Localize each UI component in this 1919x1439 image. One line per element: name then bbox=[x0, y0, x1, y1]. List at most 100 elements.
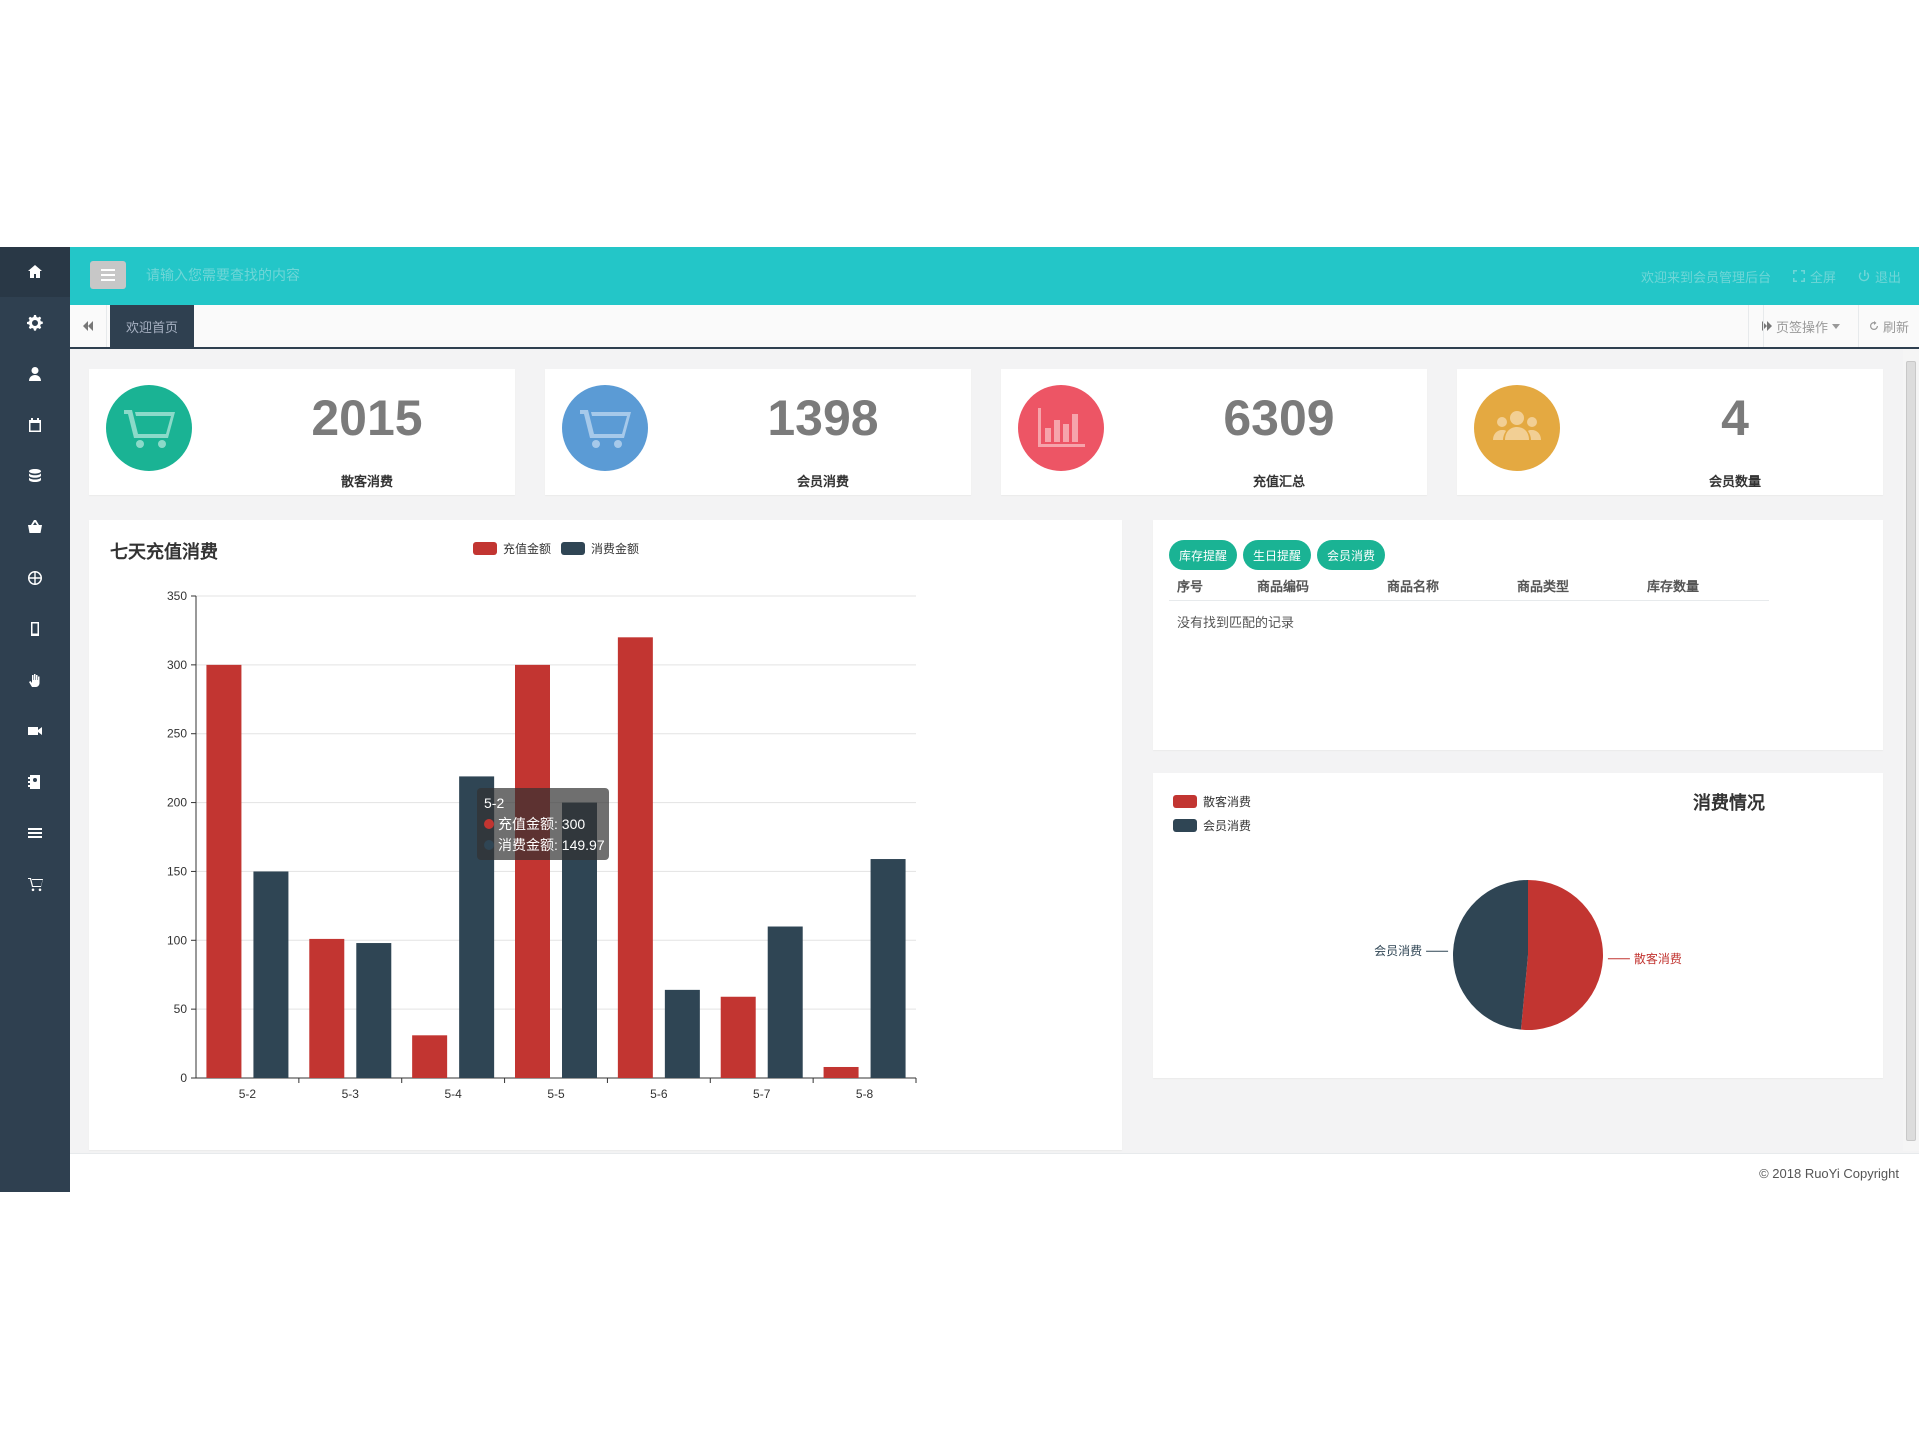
sidebar-item-database[interactable] bbox=[0, 451, 70, 501]
sidebar-item-home[interactable] bbox=[0, 247, 70, 297]
bar-recharge[interactable] bbox=[206, 664, 242, 1078]
gear-icon bbox=[27, 315, 43, 331]
tab-scroll-right-button[interactable] bbox=[1748, 305, 1785, 347]
double-right-icon bbox=[1762, 321, 1772, 331]
stat-card-walkin: 2015 散客消费 bbox=[89, 369, 515, 495]
top-header: 欢迎来到会员管理后台 全屏 退出 bbox=[70, 247, 1919, 305]
globe-icon bbox=[28, 571, 42, 585]
x-tick-label: 5-2 bbox=[239, 1087, 257, 1101]
bar-consume[interactable] bbox=[767, 926, 803, 1078]
sidebar bbox=[0, 247, 70, 1192]
legend-label: 消费金额 bbox=[591, 542, 640, 556]
legend-item-member[interactable]: 会员消费 bbox=[1173, 817, 1251, 834]
menu-toggle-button[interactable] bbox=[90, 261, 126, 289]
sidebar-item-hand[interactable] bbox=[0, 655, 70, 705]
page-tabs-bar: 欢迎首页 页签操作 刷新 bbox=[70, 305, 1919, 349]
stat-label: 会员消费 bbox=[796, 474, 849, 489]
welcome-text: 欢迎来到会员管理后台 bbox=[1640, 269, 1771, 285]
bar-chart-title: 七天充值消费 bbox=[110, 542, 218, 562]
home-icon bbox=[28, 265, 42, 278]
stat-label: 散客消费 bbox=[340, 474, 393, 489]
sidebar-item-video[interactable] bbox=[0, 706, 70, 756]
cart-icon bbox=[580, 410, 631, 448]
tab-home[interactable]: 欢迎首页 bbox=[110, 305, 195, 347]
stat-icon-circle bbox=[106, 385, 192, 471]
tab-birthday-alert[interactable]: 生日提醒 bbox=[1243, 540, 1312, 570]
refresh-button[interactable]: 刷新 bbox=[1857, 305, 1919, 347]
y-tick-label: 150 bbox=[167, 864, 187, 878]
tab-stock-alert[interactable]: 库存提醒 bbox=[1169, 540, 1238, 570]
legend-label: 会员消费 bbox=[1203, 819, 1252, 833]
logout-icon bbox=[1858, 270, 1870, 282]
bar-recharge[interactable] bbox=[309, 938, 345, 1078]
stat-icon-circle bbox=[1474, 385, 1560, 471]
stat-value: 6309 bbox=[1223, 390, 1335, 446]
y-tick-label: 250 bbox=[167, 727, 187, 741]
fullscreen-icon bbox=[1792, 270, 1805, 282]
bar-consume[interactable] bbox=[253, 871, 289, 1078]
bar-consume[interactable] bbox=[664, 989, 700, 1078]
legend-label: 散客消费 bbox=[1203, 795, 1252, 809]
user-icon bbox=[29, 367, 41, 381]
sidebar-item-calendar[interactable] bbox=[0, 400, 70, 450]
fullscreen-button[interactable]: 全屏 bbox=[1792, 267, 1836, 286]
bar-chart-icon bbox=[1038, 408, 1085, 447]
sidebar-item-gear[interactable] bbox=[0, 298, 70, 348]
tooltip-dot bbox=[484, 840, 494, 850]
x-tick-label: 5-5 bbox=[547, 1087, 565, 1101]
bar-recharge[interactable] bbox=[720, 996, 756, 1078]
bar-recharge[interactable] bbox=[823, 1066, 859, 1078]
bar-recharge[interactable] bbox=[412, 1035, 448, 1078]
double-left-icon bbox=[83, 321, 93, 331]
pie-slice-member[interactable] bbox=[1453, 880, 1528, 1030]
stat-value: 2015 bbox=[311, 390, 423, 446]
database-icon bbox=[29, 469, 41, 482]
legend-item-recharge[interactable]: 充值金额 bbox=[473, 540, 551, 557]
sidebar-item-tablet[interactable] bbox=[0, 604, 70, 654]
tab-member-consume[interactable]: 会员消费 bbox=[1317, 540, 1386, 570]
tab-scroll-left-button[interactable] bbox=[70, 305, 107, 347]
sidebar-item-user[interactable] bbox=[0, 349, 70, 399]
cart-icon bbox=[124, 410, 175, 448]
pie-chart: 散客消费 会员消费 bbox=[1374, 880, 1682, 1030]
footer: © 2018 RuoYi Copyright bbox=[70, 1153, 1919, 1192]
hamburger-icon bbox=[101, 269, 115, 281]
scroll-thumb[interactable] bbox=[1906, 361, 1916, 1141]
pie-chart-title: 消费情况 bbox=[1693, 793, 1765, 813]
tablet-icon bbox=[31, 622, 39, 636]
sidebar-item-globe[interactable] bbox=[0, 553, 70, 603]
sidebar-item-cart[interactable] bbox=[0, 859, 70, 909]
column-header: 序号 bbox=[1177, 579, 1204, 594]
sidebar-item-basket[interactable] bbox=[0, 502, 70, 552]
pie-slice-label: 会员消费 bbox=[1374, 944, 1422, 958]
page-ops-dropdown[interactable]: 页签操作 bbox=[1762, 305, 1853, 347]
address-book-icon bbox=[28, 775, 40, 789]
sidebar-item-address-book[interactable] bbox=[0, 757, 70, 807]
tooltip-line: 消费金额: 149.97 bbox=[498, 837, 605, 853]
y-tick-label: 300 bbox=[167, 658, 187, 672]
column-header: 商品类型 bbox=[1517, 579, 1570, 594]
logout-button[interactable]: 退出 bbox=[1858, 267, 1901, 286]
legend-item-consume[interactable]: 消费金额 bbox=[561, 540, 639, 557]
bar-recharge[interactable] bbox=[515, 664, 550, 1078]
tooltip-line: 充值金额: 300 bbox=[498, 816, 585, 832]
app-window: 欢迎来到会员管理后台 全屏 退出 欢迎首页 页签操作 刷新 bbox=[0, 247, 1919, 1192]
content-scrollbar[interactable] bbox=[1903, 349, 1919, 1151]
legend-label: 充值金额 bbox=[503, 542, 552, 556]
x-tick-label: 5-7 bbox=[753, 1087, 771, 1101]
bar-consume[interactable] bbox=[356, 943, 392, 1078]
pie-chart-card: 消费情况 散客消费 会员消费 散客消费 会员消费 bbox=[1153, 773, 1883, 1078]
video-icon bbox=[28, 727, 42, 735]
x-tick-label: 5-8 bbox=[856, 1087, 874, 1101]
bar-consume[interactable] bbox=[870, 859, 906, 1078]
x-tick-label: 5-6 bbox=[650, 1087, 668, 1101]
pie-slice-walkin[interactable] bbox=[1520, 880, 1603, 1030]
sidebar-item-list[interactable] bbox=[0, 808, 70, 858]
x-tick-label: 5-3 bbox=[342, 1087, 360, 1101]
legend-item-walkin[interactable]: 散客消费 bbox=[1173, 793, 1251, 810]
tooltip-box bbox=[477, 788, 609, 860]
search-input[interactable] bbox=[140, 261, 492, 289]
y-tick-label: 350 bbox=[167, 589, 187, 603]
cart-icon bbox=[28, 878, 43, 892]
bar-recharge[interactable] bbox=[617, 637, 653, 1078]
